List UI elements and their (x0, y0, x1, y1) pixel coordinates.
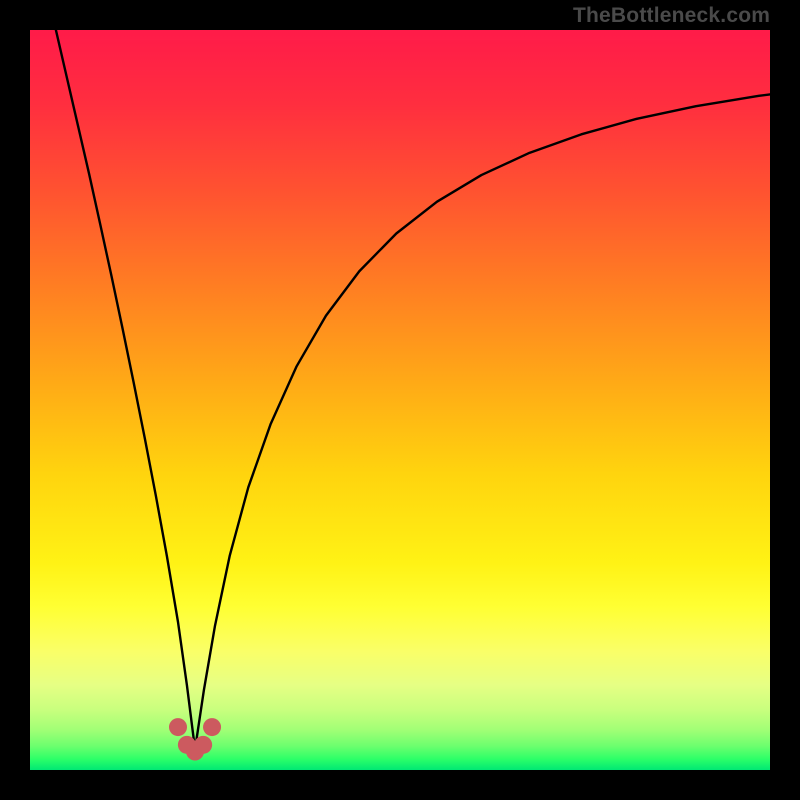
watermark-text: TheBottleneck.com (573, 4, 770, 28)
dip-marker-group (169, 718, 221, 760)
curve-layer (30, 30, 770, 770)
bottleneck-curve (56, 30, 770, 749)
dip-marker (194, 736, 212, 754)
plot-area (30, 30, 770, 770)
dip-marker (203, 718, 221, 736)
dip-marker (169, 718, 187, 736)
